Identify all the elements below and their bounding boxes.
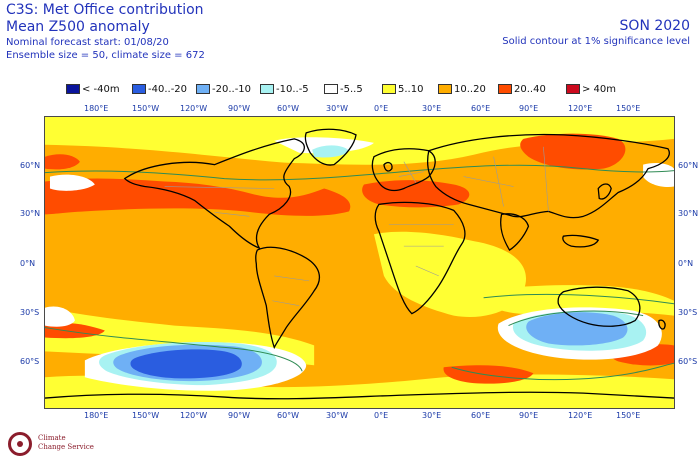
legend-item: -10..-5 [260, 81, 309, 97]
lon-tick-label: 60°E [471, 104, 491, 113]
lon-tick-label: 150°W [132, 104, 160, 113]
legend-item: 20..40 [498, 81, 546, 97]
map-canvas [45, 117, 674, 408]
legend-swatch [324, 84, 338, 94]
lon-tick-label: 150°E [616, 104, 641, 113]
lon-tick-label: 180°E [84, 411, 109, 420]
legend-swatch [566, 84, 580, 94]
significance-note: Solid contour at 1% significance level [502, 36, 690, 47]
color-legend: < -40m -40..-20 -20..-10 -10..-5 -5..5 5..10 1… [66, 81, 686, 97]
lat-tick-label: 30°N [678, 209, 699, 218]
legend-item: -5..5 [324, 81, 363, 97]
country-borders [164, 146, 549, 306]
lat-tick-label: 0°N [20, 259, 36, 268]
anomaly-minus-20-40-areas [130, 349, 242, 379]
map-subtitle: Mean Z500 anomaly [6, 19, 150, 35]
lon-tick-label: 90°E [519, 411, 539, 420]
legend-label: -5..5 [340, 83, 363, 95]
legend-label: 10..20 [454, 83, 486, 95]
lat-tick-label: 60°N [678, 161, 699, 170]
legend-item: 10..20 [438, 81, 486, 97]
legend-swatch [260, 84, 274, 94]
lon-tick-label: 180°E [84, 104, 109, 113]
lon-tick-label: 90°W [228, 411, 251, 420]
lon-tick-label: 0°E [374, 411, 389, 420]
legend-swatch [196, 84, 210, 94]
lon-tick-label: 60°E [471, 411, 491, 420]
logo-line-1: Climate [38, 434, 66, 442]
lat-tick-label: 0°N [678, 259, 694, 268]
legend-swatch [66, 84, 80, 94]
lon-tick-label: 30°W [326, 411, 349, 420]
lon-tick-label: 30°W [326, 104, 349, 113]
lon-tick-label: 120°W [180, 104, 208, 113]
header: C3S: Met Office contribution Mean Z500 a… [6, 2, 205, 62]
lon-tick-label: 150°E [616, 411, 641, 420]
lon-tick-label: 60°W [277, 104, 300, 113]
legend-swatch [382, 84, 396, 94]
legend-swatch [438, 84, 452, 94]
lon-tick-label: 90°W [228, 104, 251, 113]
legend-label: 5..10 [398, 83, 424, 95]
logo-text: Climate Change Service [38, 434, 94, 452]
legend-item: < -40m [66, 81, 120, 97]
season-header: SON 2020 Solid contour at 1% significanc… [502, 18, 690, 48]
lat-tick-label: 30°S [20, 308, 40, 317]
lon-tick-label: 90°E [519, 104, 539, 113]
legend-label: -40..-20 [148, 83, 188, 95]
legend-label: 20..40 [514, 83, 546, 95]
coastlines [45, 128, 674, 400]
significance-contours [45, 164, 674, 381]
ensemble-size: Ensemble size = 50, climate size = 672 [6, 50, 205, 61]
lat-tick-label: 60°S [20, 357, 40, 366]
legend-label: -10..-5 [276, 83, 309, 95]
logo-dot-icon [17, 441, 23, 447]
legend-swatch [132, 84, 146, 94]
lon-tick-label: 60°W [277, 411, 300, 420]
lat-tick-label: 30°N [20, 209, 41, 218]
season-label: SON 2020 [619, 18, 690, 34]
lon-tick-label: 150°W [132, 411, 160, 420]
forecast-start: Nominal forecast start: 01/08/20 [6, 37, 169, 48]
lon-tick-label: 0°E [374, 104, 389, 113]
logo-line-2: Change Service [38, 443, 94, 451]
lat-tick-label: 60°N [20, 161, 41, 170]
legend-item: -20..-10 [196, 81, 251, 97]
legend-item: -40..-20 [132, 81, 187, 97]
anomaly-map [44, 116, 675, 409]
legend-item: 5..10 [382, 81, 423, 97]
lon-tick-label: 30°E [422, 411, 442, 420]
lon-tick-label: 30°E [422, 104, 442, 113]
lat-tick-label: 60°S [678, 357, 698, 366]
lon-tick-label: 120°W [180, 411, 208, 420]
climate-change-service-logo: Climate Change Service [8, 432, 128, 464]
legend-label: -20..-10 [212, 83, 252, 95]
legend-label: < -40m [82, 83, 120, 95]
lon-tick-label: 120°E [568, 104, 593, 113]
lon-tick-label: 120°E [568, 411, 593, 420]
legend-label: > 40m [582, 83, 617, 95]
legend-item: > 40m [566, 81, 616, 97]
logo-ring-icon [8, 432, 32, 456]
map-title: C3S: Met Office contribution [6, 2, 204, 18]
lat-tick-label: 30°S [678, 308, 698, 317]
legend-swatch [498, 84, 512, 94]
